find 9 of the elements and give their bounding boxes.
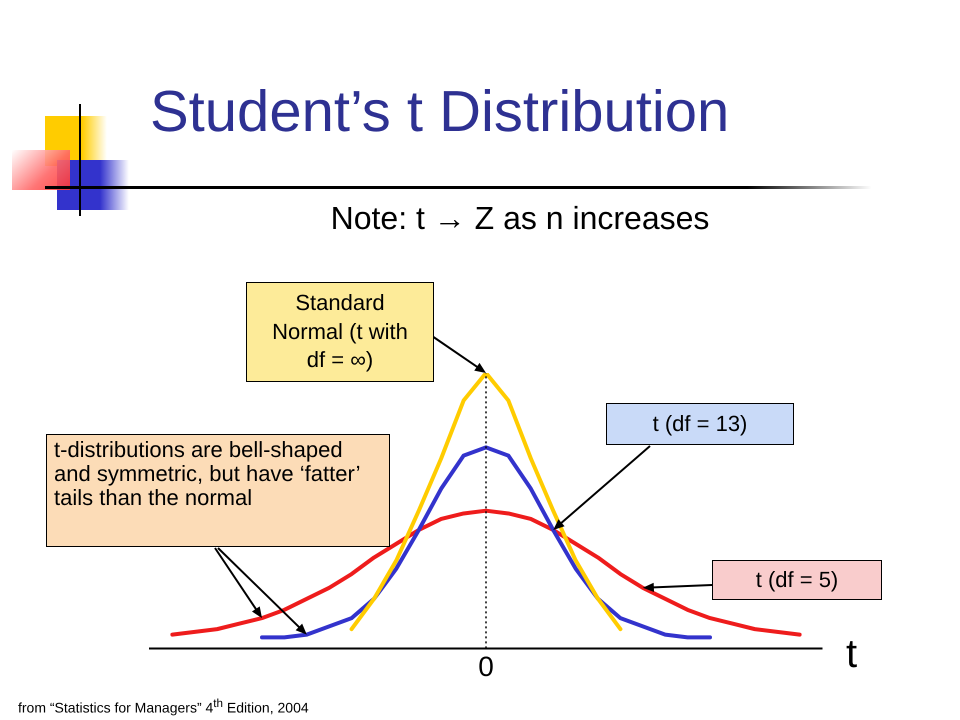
chart-title: Student’s t Distribution	[150, 78, 730, 145]
text: t (df = 13)	[652, 410, 748, 438]
annotation: t-distributions are bell-shaped and symmetric, but have ‘fatter’ tails than the normal	[54, 437, 360, 510]
series-label: t (df = 5)	[756, 566, 838, 594]
text: 0	[478, 651, 494, 682]
text: from “Statistics for Managers” 4$^{th}$ Edition, 2004	[18, 697, 309, 716]
text: Standard Normal (t with df = ∞)	[271, 289, 409, 374]
x-axis-title: t	[846, 632, 858, 677]
chart-subtitle: Note: t → Z as n increases	[330, 200, 710, 237]
